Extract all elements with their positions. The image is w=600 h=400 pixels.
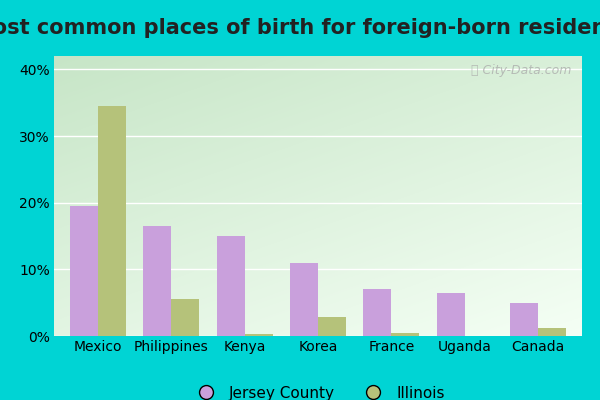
Bar [290, 263, 318, 336]
Bar [172, 299, 199, 336]
Bar [318, 317, 346, 336]
Bar [217, 236, 245, 336]
Bar [538, 328, 566, 336]
Text: Most common places of birth for foreign-born residents: Most common places of birth for foreign-… [0, 18, 600, 38]
Text: ⓘ City-Data.com: ⓘ City-Data.com [471, 64, 571, 78]
Bar [98, 106, 126, 336]
Bar [364, 289, 391, 336]
Bar [510, 303, 538, 336]
Bar [70, 206, 98, 336]
Bar [143, 226, 172, 336]
Legend: Jersey County, Illinois: Jersey County, Illinois [185, 380, 451, 400]
Bar [391, 333, 419, 336]
Bar [245, 334, 272, 336]
Bar [437, 293, 464, 336]
